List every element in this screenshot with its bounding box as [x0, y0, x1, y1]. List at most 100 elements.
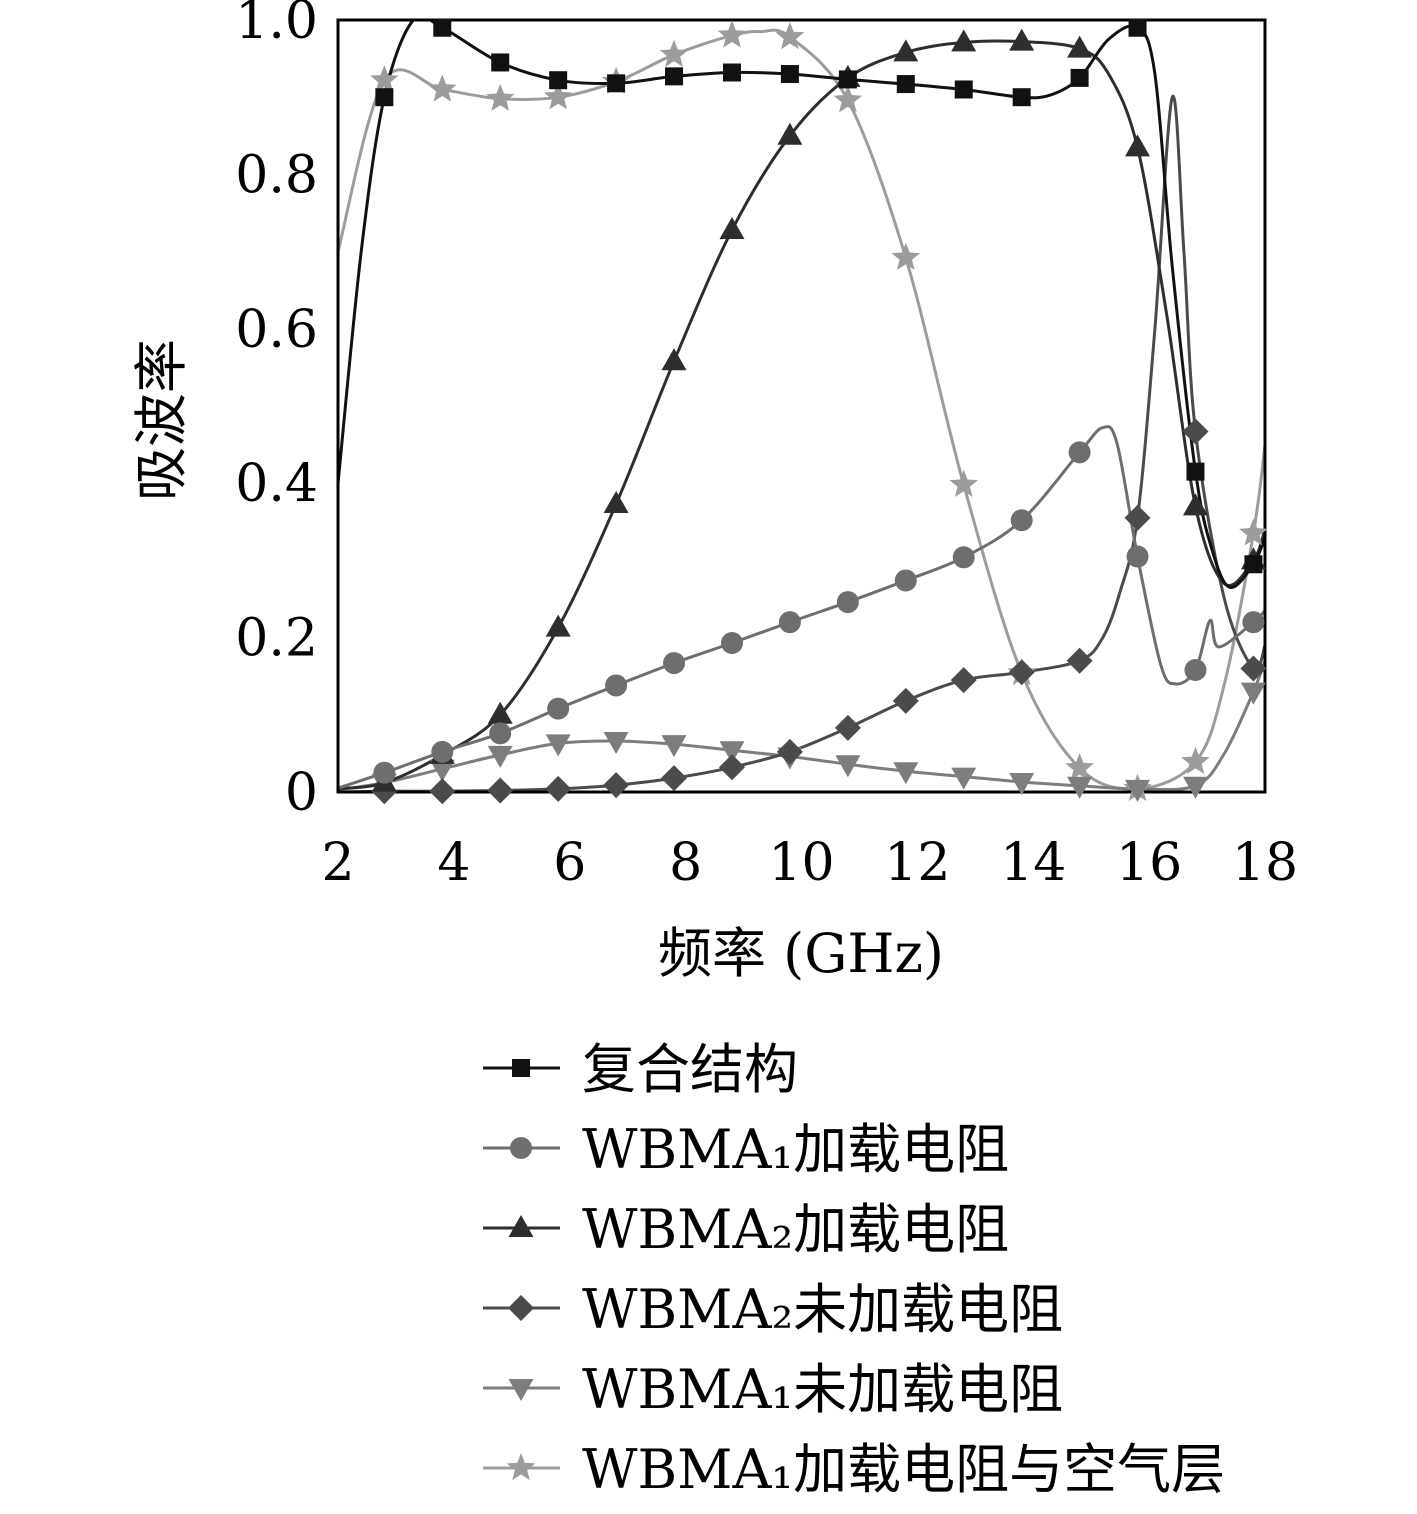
data-point-triangle-up: [661, 348, 687, 371]
y-tick-label: 1.0: [235, 0, 318, 51]
data-point-circle: [663, 652, 686, 675]
legend-item: WBMA₂加载电阻: [483, 1198, 1009, 1261]
y-tick-label: 0.8: [235, 145, 318, 205]
data-point-triangle-up: [719, 217, 745, 239]
y-axis-label: 吸波率: [130, 339, 193, 501]
legend-marker-diamond: [508, 1295, 534, 1321]
data-point-triangle-down: [719, 741, 745, 764]
x-tick-label: 10: [768, 833, 834, 893]
data-point-star: [428, 74, 457, 102]
y-tick-label: 0.6: [235, 300, 318, 360]
data-point-triangle-down: [1240, 682, 1266, 705]
data-point-triangle-up: [777, 122, 803, 145]
data-point-square: [375, 88, 394, 107]
legend-item: WBMA₁加载电阻: [483, 1118, 1009, 1181]
legend-label: WBMA₂未加载电阻: [582, 1278, 1063, 1341]
data-point-diamond: [1008, 659, 1035, 686]
data-point-triangle-up: [1125, 134, 1150, 157]
legend-marker-triangle-up: [508, 1215, 534, 1237]
x-axis-ticks: 2 4 6 8 10 12 14 16 18: [321, 833, 1298, 893]
data-point-circle: [373, 761, 396, 784]
y-axis-ticks: 0 0.2 0.4 0.6 0.8 1.0: [235, 0, 318, 823]
data-point-star: [1239, 518, 1268, 546]
data-point-triangle-down: [487, 745, 513, 768]
data-point-circle: [720, 632, 743, 655]
data-point-square: [722, 63, 741, 82]
data-point-triangle-down: [951, 767, 977, 790]
data-point-diamond: [950, 667, 977, 694]
data-point-triangle-up: [951, 29, 977, 52]
data-point-diamond: [487, 777, 514, 804]
data-point-circle: [1010, 509, 1033, 532]
series-markers: [370, 18, 1268, 805]
data-point-star: [891, 242, 921, 270]
x-tick-label: 6: [553, 833, 586, 893]
y-tick-label: 0.2: [235, 609, 318, 669]
data-point-square: [491, 53, 510, 72]
data-point-triangle-down: [1067, 776, 1093, 799]
legend-item: WBMA₁未加载电阻: [483, 1358, 1063, 1421]
data-point-square: [1128, 18, 1147, 37]
data-point-triangle-down: [661, 735, 687, 758]
data-point-diamond: [834, 714, 861, 741]
data-point-circle: [605, 674, 628, 697]
x-tick-label: 14: [1000, 833, 1066, 893]
data-point-diamond: [545, 775, 572, 802]
legend-marker-star: [506, 1453, 536, 1481]
data-point-circle: [1242, 611, 1265, 634]
data-point-circle: [894, 569, 917, 592]
y-tick-label: 0.4: [235, 454, 318, 514]
data-point-star: [1181, 746, 1210, 774]
x-tick-label: 12: [884, 833, 950, 893]
y-axis-label-group: 吸波率: [130, 339, 193, 501]
data-point-diamond: [1240, 655, 1267, 682]
data-point-circle: [952, 546, 975, 569]
data-point-triangle-up: [1067, 35, 1093, 58]
data-point-square: [665, 67, 684, 86]
data-point-square: [1012, 88, 1031, 107]
data-point-triangle-up: [893, 39, 919, 62]
legend-item: WBMA₂未加载电阻: [483, 1278, 1063, 1341]
legend: 复合结构 WBMA₁加载电阻 WBMA₂加载电阻 WBMA₂未加载电阻 WBMA₁未加载…: [483, 1038, 1225, 1501]
x-tick-label: 8: [669, 833, 702, 893]
data-point-star: [717, 20, 747, 48]
x-tick-label: 18: [1232, 833, 1298, 893]
data-point-triangle-down: [545, 734, 571, 757]
data-point-star: [833, 85, 863, 113]
data-point-star: [1065, 753, 1094, 781]
data-point-diamond: [429, 778, 456, 805]
plot-background: [338, 20, 1265, 792]
data-point-square: [954, 80, 973, 99]
data-point-triangle-down: [603, 732, 629, 754]
data-point-square: [1186, 462, 1205, 481]
data-point-triangle-down: [1125, 779, 1150, 802]
data-point-star: [949, 469, 978, 497]
legend-marker-circle: [510, 1137, 532, 1159]
x-tick-label: 2: [321, 833, 354, 893]
data-point-diamond: [892, 687, 919, 714]
data-point-square: [1070, 68, 1089, 87]
data-point-square: [780, 65, 799, 84]
legend-item: WBMA₁加载电阻与空气层: [483, 1438, 1225, 1501]
legend-marker-triangle-down: [508, 1379, 534, 1401]
data-point-circle: [1068, 441, 1091, 464]
data-point-square: [607, 74, 626, 93]
data-point-diamond: [1124, 504, 1151, 531]
x-tick-label: 4: [437, 833, 470, 893]
data-point-triangle-down: [1183, 776, 1208, 799]
data-point-circle: [1184, 659, 1207, 682]
data-point-triangle-down: [835, 755, 861, 778]
data-point-circle: [547, 697, 570, 720]
x-tick-label: 16: [1116, 833, 1182, 893]
data-point-triangle-up: [1009, 28, 1035, 51]
data-point-star: [543, 82, 573, 110]
data-point-circle: [431, 740, 454, 763]
data-point-star: [775, 22, 805, 50]
data-point-diamond: [603, 772, 630, 799]
data-point-circle: [778, 611, 801, 634]
y-tick-label: 0: [285, 763, 318, 823]
data-point-square: [896, 75, 915, 94]
data-point-star: [659, 39, 689, 67]
data-point-diamond: [661, 765, 687, 792]
